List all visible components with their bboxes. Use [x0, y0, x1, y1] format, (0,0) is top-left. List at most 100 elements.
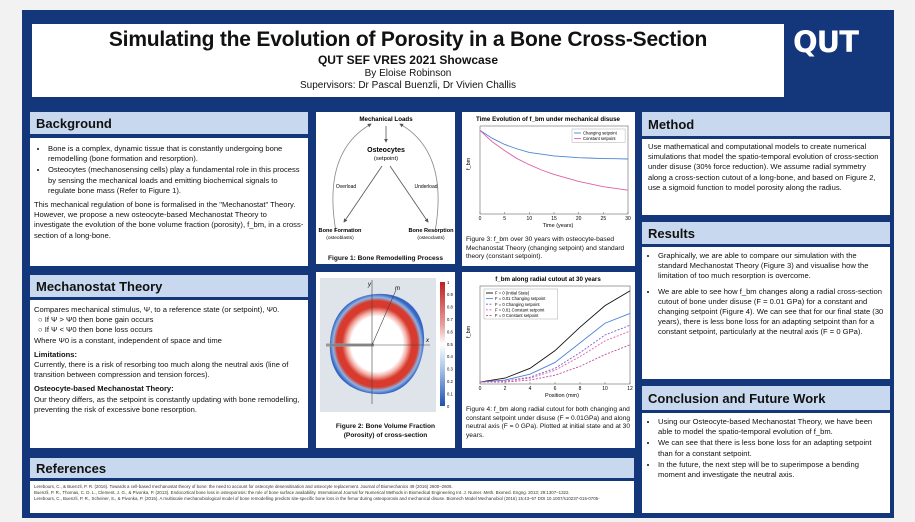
- conclusion-heading: Conclusion and Future Work: [642, 386, 890, 410]
- colorbar-tick-label: 0.7: [447, 317, 453, 322]
- series-line: [479, 324, 631, 383]
- figure-4-chart: f_bm along radial cutout at 30 years f_b…: [466, 276, 633, 399]
- feedback-arrow-left: [332, 123, 372, 233]
- fig4-title: f_bm along radial cutout at 30 years: [495, 276, 601, 283]
- reference-item-3: Lerebours, C., Buenzli, P. R., Scheiner,…: [34, 496, 600, 501]
- fig1-resorption-label: Bone Resorption: [408, 228, 454, 234]
- figure-1-diagram: Mechanical Loads Osteocytes (setpoint) O…: [319, 116, 455, 241]
- x-tick-label: 10: [527, 216, 533, 222]
- legend-label: Changing setpoint: [583, 131, 618, 136]
- results-bullet-1: Graphically, we are able to compare our …: [658, 251, 886, 282]
- background-paragraph: This mechanical regulation of bone is fo…: [34, 200, 304, 240]
- fig2-axis-y-label: y: [367, 282, 372, 288]
- series-line: [479, 130, 629, 160]
- figure-3-panel: Time Evolution of f_bm under mechanical …: [462, 112, 635, 266]
- colorbar-tick-label: 1: [447, 280, 450, 285]
- fig4-ylabel: f_bm: [466, 325, 472, 338]
- fig4-xlabel: Position (mm): [545, 393, 579, 399]
- limitations-title: Limitations:: [34, 349, 78, 359]
- fig2-m-axis: [371, 289, 397, 346]
- colorbar-tick-label: 0.2: [447, 379, 453, 384]
- series-line: [479, 290, 631, 383]
- references-heading: References: [30, 458, 634, 478]
- figure-1-panel: Mechanical Loads Osteocytes (setpoint) O…: [316, 112, 455, 264]
- x-tick-label: 2: [504, 386, 507, 392]
- fig3-ylabel: f_bm: [466, 157, 472, 170]
- fig1-overload-label: Overload: [336, 184, 357, 190]
- figure-4-panel: f_bm along radial cutout at 30 years f_b…: [462, 272, 635, 448]
- background-panel: Bone is a complex, dynamic tissue that i…: [30, 138, 308, 266]
- mechanostat-option-loss-text: If Ψ < Ψ0 then bone loss occurs: [44, 325, 153, 335]
- fig1-center-label: Osteocytes: [367, 147, 405, 154]
- limitations-text: Currently, there is a risk of resorbing …: [34, 360, 289, 380]
- mechanostat-panel: Compares mechanical stimulus, Ψ, to a re…: [30, 300, 308, 448]
- colorbar-tick-label: 0.8: [447, 305, 453, 310]
- x-tick-label: 10: [602, 386, 608, 392]
- osteocyte-theory-title: Osteocyte-based Mechanostat Theory:: [34, 384, 174, 394]
- legend-label: F = 0 Constant setpoint: [495, 313, 539, 318]
- osteocyte-theory-text: Our theory differs, as the setpoint is c…: [34, 394, 300, 414]
- mechanostat-line-2: Where Ψ0 is a constant, independent of s…: [34, 335, 222, 345]
- fig2-axis-m-label: m: [395, 286, 400, 292]
- mechanostat-option-loss: ○ If Ψ < Ψ0 then bone loss occurs: [38, 325, 153, 335]
- series-line: [479, 330, 631, 383]
- method-text: Use mathematical and computational model…: [648, 142, 879, 192]
- colorbar: [440, 282, 445, 406]
- fig1-formation-sub: (osteoblasts): [326, 235, 354, 241]
- colorbar-ticks: 1 0.9 0.8 0.7 0.6 0.5 0.4 0.3 0.2 0.1 0: [447, 280, 453, 409]
- legend-label: F = 0 (Initial State): [495, 291, 530, 296]
- legend-label: F = 0.01 Constant setpoint: [495, 307, 545, 312]
- method-panel: Use mathematical and computational model…: [642, 139, 890, 215]
- x-tick-label: 30: [625, 216, 631, 222]
- bone-cross-section: [329, 293, 425, 395]
- fig1-resorption-sub: (osteoclasts): [417, 235, 445, 241]
- results-panel: Graphically, we are able to compare our …: [642, 247, 890, 379]
- results-heading: Results: [642, 222, 890, 244]
- x-tick-label: 12: [627, 386, 633, 392]
- colorbar-tick-label: 0.4: [447, 354, 453, 359]
- legend-label: F = 0 Changing setpoint: [495, 302, 540, 307]
- figure-3-chart: Time Evolution of f_bm under mechanical …: [466, 116, 631, 229]
- x-tick-label: 4: [529, 386, 532, 392]
- x-tick-label: 5: [503, 216, 506, 222]
- underload-arrow: [389, 165, 429, 223]
- results-bullet-2: We are able to see how f_bm changes alon…: [658, 287, 886, 338]
- colorbar-tick-label: 0.3: [447, 367, 453, 372]
- fig1-center-sub: (setpoint): [374, 156, 398, 162]
- colorbar-tick-label: 0.1: [447, 391, 453, 396]
- conclusion-bullet-3: In the future, the next step will be to …: [658, 460, 886, 480]
- poster-subtitle: QUT SEF VRES 2021 Showcase: [317, 53, 499, 67]
- x-tick-label: 8: [579, 386, 582, 392]
- mechanostat-line-1: Compares mechanical stimulus, Ψ, to a re…: [34, 305, 280, 314]
- series-line: [479, 313, 631, 383]
- legend-label: Constant setpoint: [583, 136, 616, 141]
- x-tick-label: 15: [551, 216, 557, 222]
- feedback-arrow-right: [399, 123, 439, 233]
- legend-box: [571, 128, 626, 143]
- poster-supervisors: Supervisors: Dr Pascal Buenzli, Dr Vivie…: [299, 80, 516, 91]
- series-line: [480, 344, 631, 383]
- background-bullet-1: Bone is a complex, dynamic tissue that i…: [48, 144, 304, 164]
- x-tick-label: 0: [479, 216, 482, 222]
- background-bullet-2: Osteocytes (mechanosensing cells) play a…: [48, 165, 304, 196]
- fig1-top-label: Mechanical Loads: [359, 116, 413, 123]
- mechanostat-option-gain-text: If Ψ > Ψ0 then bone gain occurs: [44, 315, 154, 325]
- poster-title: Simulating the Evolution of Porosity in …: [108, 28, 708, 51]
- qut-logo: QUT: [793, 25, 859, 59]
- legend-label: F = 0.01 Changing setpoint: [495, 296, 546, 301]
- background-heading: Background: [30, 112, 308, 134]
- overload-arrow: [343, 165, 383, 223]
- figure-3-caption: Figure 3: f_bm over 30 years with osteoc…: [466, 236, 625, 260]
- figure-2-plot: y x m 1 0.9 0.8 0.7 0.6 0.5 0.4 0.3 0.2 0.1 0: [320, 278, 453, 412]
- fig1-underload-label: Underload: [414, 184, 437, 190]
- conclusion-bullet-2: We can see that there is less bone loss …: [658, 438, 886, 458]
- figure-4-caption: Figure 4: f_bm along radial cutout for b…: [466, 406, 631, 439]
- conclusion-bullet-1: Using our Osteocyte-based Mechanostat Th…: [658, 417, 886, 437]
- fig2-axis-x-label: x: [425, 338, 430, 344]
- legend-box: [483, 288, 559, 320]
- poster-author: By Eloise Robinson: [364, 68, 452, 79]
- title-box: Simulating the Evolution of Porosity in …: [32, 24, 784, 97]
- colorbar-tick-label: 0.9: [447, 292, 453, 297]
- x-tick-label: 0: [479, 386, 482, 392]
- reference-item-2: Buenzli, P. R., Thomas, C. D. L., Clemen…: [34, 490, 570, 495]
